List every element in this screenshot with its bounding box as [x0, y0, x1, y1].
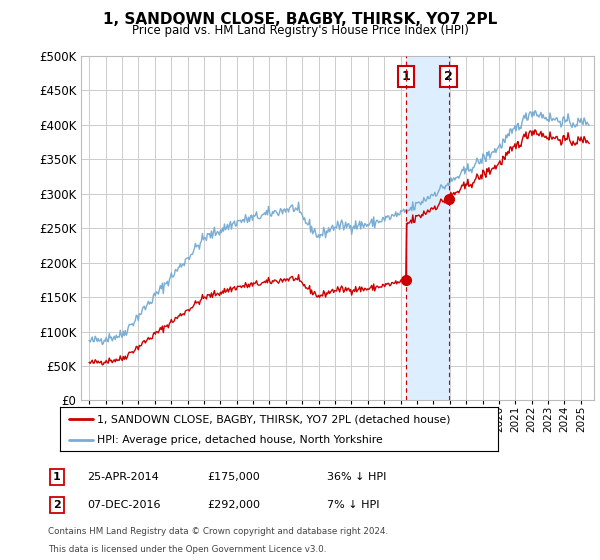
Text: 1, SANDOWN CLOSE, BAGBY, THIRSK, YO7 2PL: 1, SANDOWN CLOSE, BAGBY, THIRSK, YO7 2PL — [103, 12, 497, 27]
Text: This data is licensed under the Open Government Licence v3.0.: This data is licensed under the Open Gov… — [48, 545, 326, 554]
Text: 2: 2 — [53, 500, 61, 510]
Text: 25-APR-2014: 25-APR-2014 — [87, 472, 159, 482]
Text: 1, SANDOWN CLOSE, BAGBY, THIRSK, YO7 2PL (detached house): 1, SANDOWN CLOSE, BAGBY, THIRSK, YO7 2PL… — [97, 414, 451, 424]
Text: 1: 1 — [53, 472, 61, 482]
Text: 1: 1 — [401, 70, 410, 83]
Text: Contains HM Land Registry data © Crown copyright and database right 2024.: Contains HM Land Registry data © Crown c… — [48, 527, 388, 536]
Text: 07-DEC-2016: 07-DEC-2016 — [87, 500, 161, 510]
Text: £292,000: £292,000 — [207, 500, 260, 510]
Text: 2: 2 — [444, 70, 453, 83]
Text: 36% ↓ HPI: 36% ↓ HPI — [327, 472, 386, 482]
Text: 7% ↓ HPI: 7% ↓ HPI — [327, 500, 380, 510]
Bar — [406, 56, 449, 400]
Text: HPI: Average price, detached house, North Yorkshire: HPI: Average price, detached house, Nort… — [97, 435, 383, 445]
Text: Price paid vs. HM Land Registry's House Price Index (HPI): Price paid vs. HM Land Registry's House … — [131, 24, 469, 37]
Text: £175,000: £175,000 — [207, 472, 260, 482]
